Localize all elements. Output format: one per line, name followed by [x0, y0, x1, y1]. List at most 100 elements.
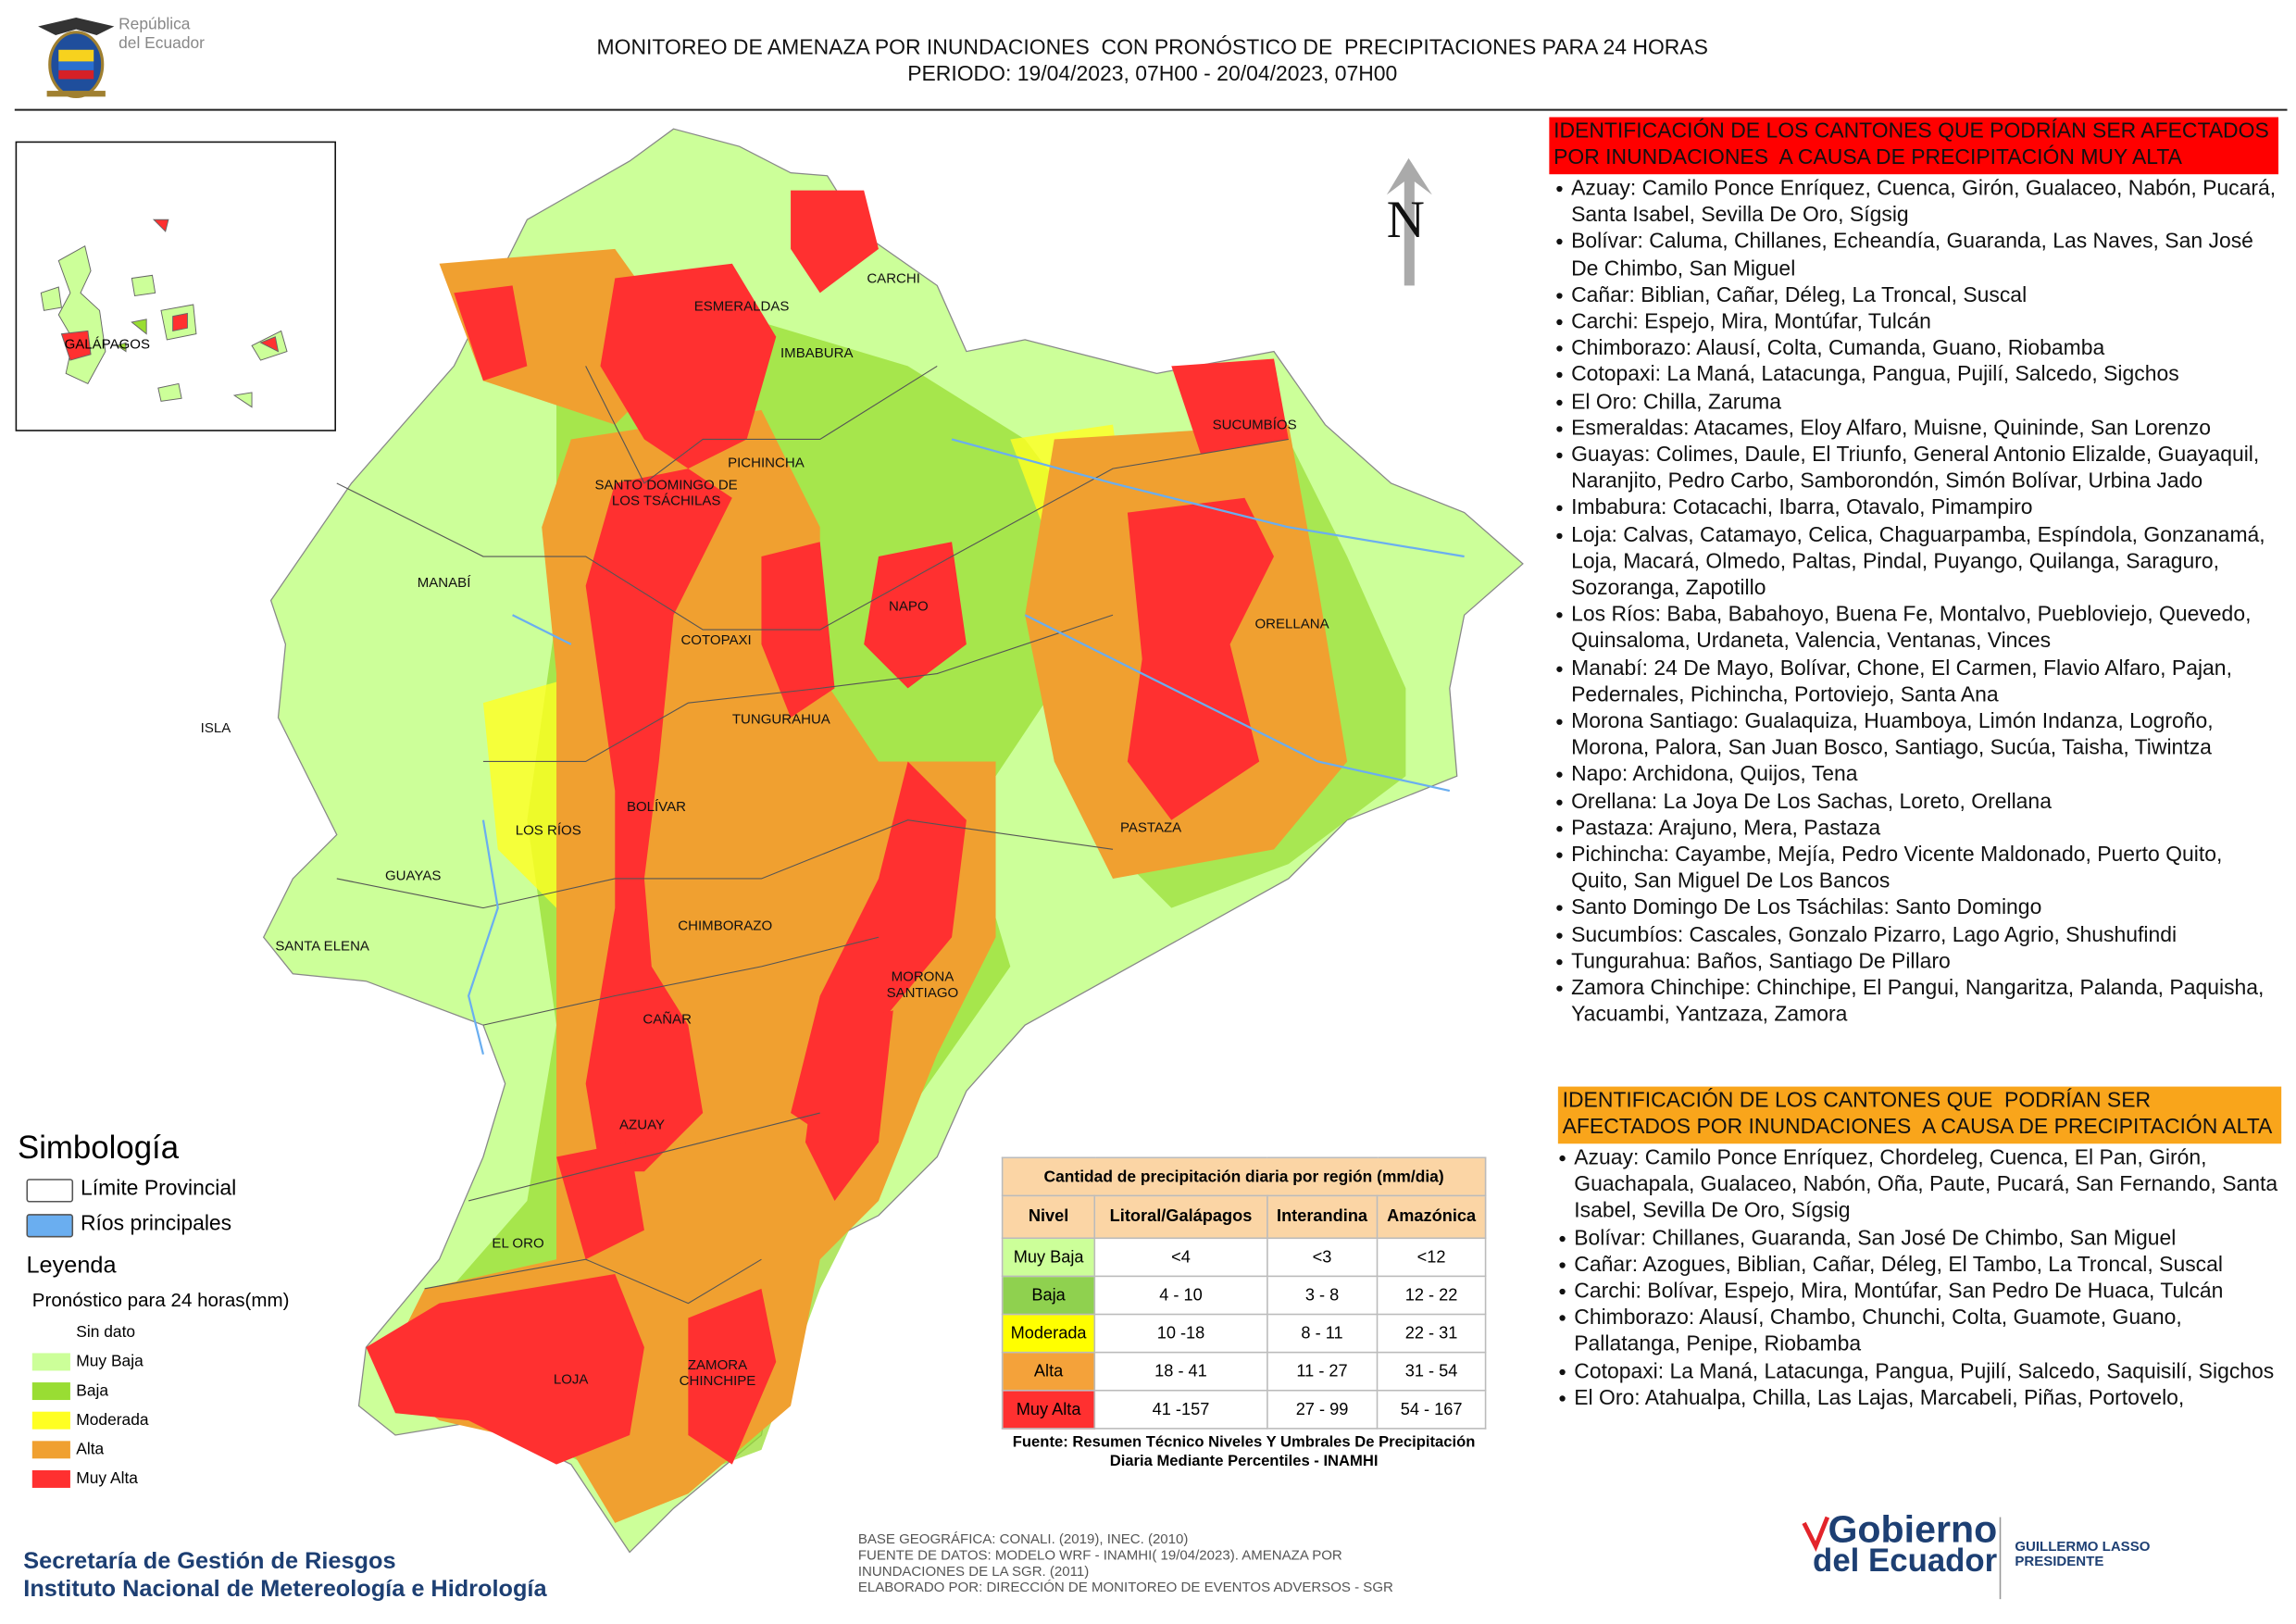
- bullet: [1556, 906, 1563, 912]
- province-label: BOLÍVAR: [626, 799, 686, 816]
- legend-subtitle: Pronóstico para 24 horas(mm): [31, 1288, 290, 1311]
- credit: FUENTE DE DATOS: MODELO WRF - INAMHI( 19…: [857, 1547, 1342, 1580]
- item-text: Bolívar: Caluma, Chillanes, Echeandía, G…: [1571, 230, 2253, 281]
- table-header-row: Nivel Litoral/Galápagos Interandina Amazóni…: [1001, 1194, 1487, 1240]
- bullet: [1556, 932, 1563, 939]
- province-label: NAPO: [889, 598, 929, 616]
- province-label: COTOPAXI: [680, 632, 752, 649]
- item-text: Carchi: Espejo, Mira, Montúfar, Tulcán: [1571, 310, 1931, 334]
- list-item: Bolívar: Caluma, Chillanes, Echeandía, G…: [1555, 229, 2278, 282]
- symbol-swatch: [26, 1179, 74, 1203]
- item-text: Cañar: Biblian, Cañar, Déleg, La Troncal…: [1571, 283, 2028, 307]
- list-item: Cañar: Biblian, Cañar, Déleg, La Troncal…: [1555, 282, 2278, 309]
- class-label: Baja: [76, 1382, 109, 1401]
- table-cell: 41 -157: [1093, 1389, 1268, 1430]
- legend-class: Moderada: [31, 1410, 325, 1430]
- list-item: Santo Domingo De Los Tsáchilas: Santo Do…: [1555, 895, 2278, 922]
- class-label: Muy Alta: [76, 1469, 138, 1488]
- class-swatch: [31, 1469, 70, 1488]
- class-swatch: [31, 1353, 70, 1371]
- item-text: Orellana: La Joya De Los Sachas, Loreto,…: [1571, 790, 2052, 814]
- list-item: Manabí: 24 De Mayo, Bolívar, Chone, El C…: [1555, 656, 2278, 709]
- credit: ELABORADO POR: DIRECCIÓN DE MONITOREO DE…: [857, 1580, 1393, 1596]
- logo-text: del Ecuador: [119, 34, 205, 53]
- list-heading: IDENTIFICACIÓN DE LOS CANTONES QUE PODRÍ…: [1549, 117, 2279, 175]
- table-cell: 3 - 8: [1266, 1275, 1379, 1316]
- bullet: [1556, 799, 1563, 806]
- item-text: Pastaza: Arajuno, Mera, Pastaza: [1571, 817, 1881, 841]
- bullet: [1556, 852, 1563, 858]
- item-text: Pichincha: Cayambe, Mejía, Pedro Vicente…: [1571, 843, 2223, 894]
- class-swatch: [31, 1382, 70, 1401]
- province-label: MORONA SANTIAGO: [886, 969, 959, 1002]
- legend-class: Muy Alta: [31, 1468, 325, 1489]
- table-cell: Moderada: [1001, 1313, 1096, 1354]
- list-heading: IDENTIFICACIÓN DE LOS CANTONES QUE PODRÍ…: [1557, 1086, 2282, 1144]
- province-label: AZUAY: [619, 1117, 666, 1134]
- table-cell: 10 -18: [1093, 1313, 1268, 1354]
- item-text: Morona Santiago: Gualaquiza, Huamboya, L…: [1571, 710, 2214, 761]
- table-cell: 12 - 22: [1376, 1275, 1487, 1316]
- legend-title: Simbología: [17, 1129, 180, 1166]
- bullet: [1556, 612, 1563, 618]
- table-title-row: Cantidad de precipitación diaria por reg…: [1001, 1156, 1487, 1197]
- table-row: Muy Alta 41 -157 27 - 99 54 - 167: [1001, 1389, 1487, 1430]
- table-row: Muy Baja <4 <3 <12: [1001, 1237, 1487, 1278]
- province-label: PASTAZA: [1119, 819, 1182, 837]
- bullet: [1556, 985, 1563, 992]
- item-text: Azuay: Camilo Ponce Enríquez, Cuenca, Gi…: [1571, 177, 2277, 228]
- item-text: Chimborazo: Alausí, Colta, Cumanda, Guan…: [1571, 337, 2105, 361]
- list-item: Cotopaxi: La Maná, Latacunga, Pangua, Pu…: [1555, 362, 2278, 389]
- table-cell: 22 - 31: [1376, 1313, 1487, 1354]
- table-header: Litoral/Galápagos: [1093, 1194, 1268, 1240]
- bullet: [1559, 1235, 1566, 1242]
- list-item: Zamora Chinchipe: Chinchipe, El Pangui, …: [1555, 976, 2278, 1030]
- table-cell: 4 - 10: [1093, 1275, 1268, 1316]
- bullet: [1556, 958, 1563, 966]
- list-item: Pastaza: Arajuno, Mera, Pastaza: [1555, 816, 2278, 843]
- list-item: Morona Santiago: Gualaquiza, Huamboya, L…: [1555, 709, 2278, 763]
- list-item: Los Ríos: Baba, Babahoyo, Buena Fe, Mont…: [1555, 602, 2278, 656]
- item-text: Cotopaxi: La Maná, Latacunga, Pangua, Pu…: [1571, 363, 2179, 388]
- symbol-swatch: [26, 1214, 74, 1238]
- table-cell: 31 - 54: [1376, 1351, 1487, 1392]
- list-item: Imbabura: Cotacachi, Ibarra, Otavalo, Pi…: [1555, 495, 2278, 522]
- province-label: ISLA: [200, 720, 231, 737]
- table-source: Fuente: Resumen Técnico Niveles Y Umbral…: [1012, 1433, 1476, 1470]
- list-item: El Oro: Atahualpa, Chilla, Las Lajas, Ma…: [1558, 1385, 2281, 1412]
- class-swatch: [31, 1323, 70, 1342]
- bullet: [1559, 1262, 1566, 1268]
- org-name: Secretaría de Gestión de Riesgos: [23, 1549, 396, 1575]
- list-item: Bolívar: Chillanes, Guaranda, San José D…: [1558, 1225, 2281, 1252]
- gobierno-text: del Ecuador: [1813, 1542, 1998, 1580]
- threshold-table-box: Cantidad de precipitación diaria por reg…: [1001, 1156, 1487, 1471]
- table-header: Nivel: [1001, 1194, 1096, 1240]
- bullet: [1556, 185, 1563, 193]
- bullet: [1556, 399, 1563, 406]
- bullet: [1559, 1315, 1566, 1321]
- legend-class: Alta: [31, 1440, 325, 1460]
- item-text: Bolívar: Chillanes, Guaranda, San José D…: [1574, 1226, 2177, 1251]
- list-item: Napo: Archidona, Quijos, Tena: [1555, 762, 2278, 789]
- province-label: CAÑAR: [643, 1011, 692, 1029]
- province-label: ORELLANA: [1254, 616, 1329, 633]
- province-label: ZAMORA CHINCHIPE: [679, 1357, 756, 1390]
- table-cell: Baja: [1001, 1275, 1096, 1316]
- table-cell: 11 - 27: [1266, 1351, 1379, 1392]
- bullet: [1556, 452, 1563, 459]
- gobierno-logo-mark: [1802, 1516, 2002, 1600]
- item-text: Chimborazo: Alausí, Chambo, Chunchi, Col…: [1574, 1306, 2182, 1357]
- province-label: GUAYAS: [384, 868, 442, 885]
- list-item: Azuay: Camilo Ponce Enríquez, Cuenca, Gi…: [1555, 176, 2278, 230]
- province-label: EL ORO: [492, 1235, 544, 1253]
- bullet: [1556, 825, 1563, 832]
- inset-label: GALÁPAGOS: [64, 336, 151, 354]
- province-label: CARCHI: [867, 270, 920, 288]
- table-cell: 54 - 167: [1376, 1389, 1487, 1430]
- symbol-label: Límite Provincial: [80, 1177, 237, 1201]
- list-item: Pichincha: Cayambe, Mejía, Pedro Vicente…: [1555, 843, 2278, 896]
- item-text: Manabí: 24 De Mayo, Bolívar, Chone, El C…: [1571, 656, 2232, 707]
